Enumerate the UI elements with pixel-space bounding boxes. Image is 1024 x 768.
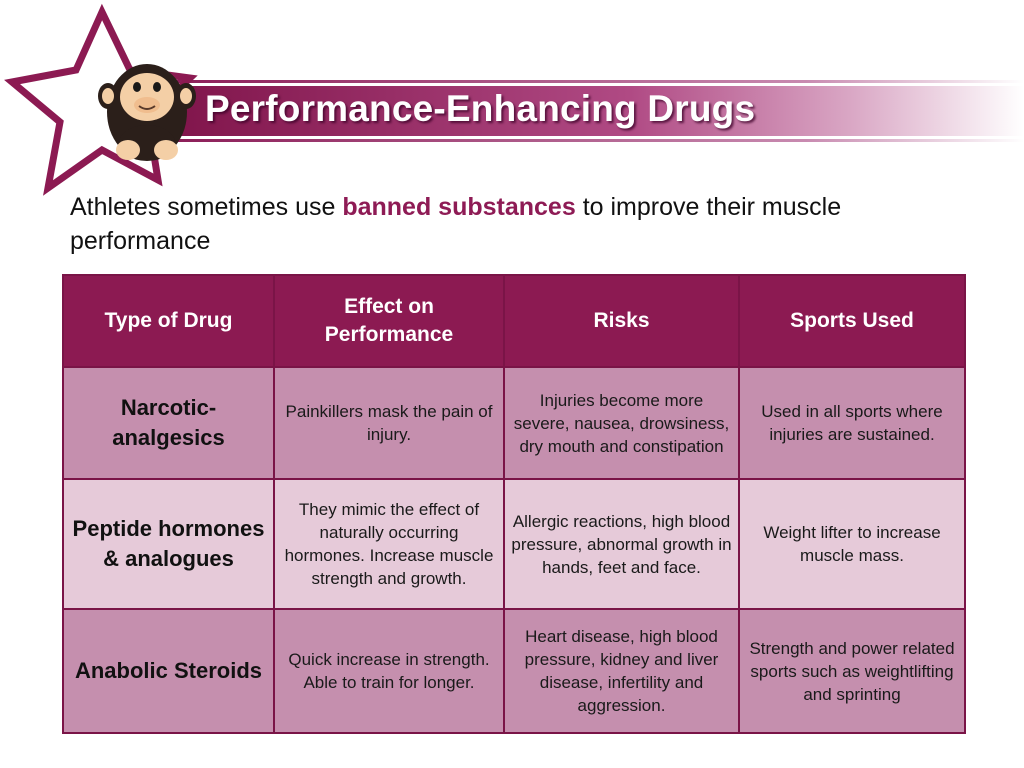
monkey-mascot-icon (98, 64, 196, 161)
header-risks: Risks (503, 274, 740, 368)
table-row: Narcotic-analgesics Painkillers mask the… (62, 366, 966, 480)
risks-cell: Heart disease, high blood pressure, kidn… (503, 608, 740, 734)
effect-cell: Painkillers mask the pain of injury. (273, 366, 505, 480)
table-header-row: Type of Drug Effect on Performance Risks… (62, 274, 966, 368)
header-sports-used: Sports Used (738, 274, 966, 368)
risks-cell: Allergic reactions, high blood pressure,… (503, 478, 740, 610)
table-row: Anabolic Steroids Quick increase in stre… (62, 608, 966, 734)
header-effect-on-performance: Effect on Performance (273, 274, 505, 368)
page-title: Performance-Enhancing Drugs (205, 88, 756, 129)
sports-cell: Strength and power related sports such a… (738, 608, 966, 734)
effect-cell: Quick increase in strength. Able to trai… (273, 608, 505, 734)
drugs-table: Type of Drug Effect on Performance Risks… (62, 274, 966, 734)
header-banner (4, 3, 1024, 196)
drug-type-cell: Narcotic-analgesics (62, 366, 275, 480)
intro-highlight: banned substances (342, 193, 576, 221)
intro-text-before: Athletes sometimes use (70, 193, 343, 221)
table-row: Peptide hormones & analogues They mimic … (62, 478, 966, 610)
header-type-of-drug: Type of Drug (62, 274, 275, 368)
sports-cell: Weight lifter to increase muscle mass. (738, 478, 966, 610)
sports-cell: Used in all sports where injuries are su… (738, 366, 966, 480)
intro-text: Athletes sometimes use banned substances… (70, 190, 970, 258)
drug-type-cell: Anabolic Steroids (62, 608, 275, 734)
risks-cell: Injuries become more severe, nausea, dro… (503, 366, 740, 480)
effect-cell: They mimic the effect of naturally occur… (273, 478, 505, 610)
drug-type-cell: Peptide hormones & analogues (62, 478, 275, 610)
intro-text-after: to improve their muscle performance (70, 193, 842, 255)
